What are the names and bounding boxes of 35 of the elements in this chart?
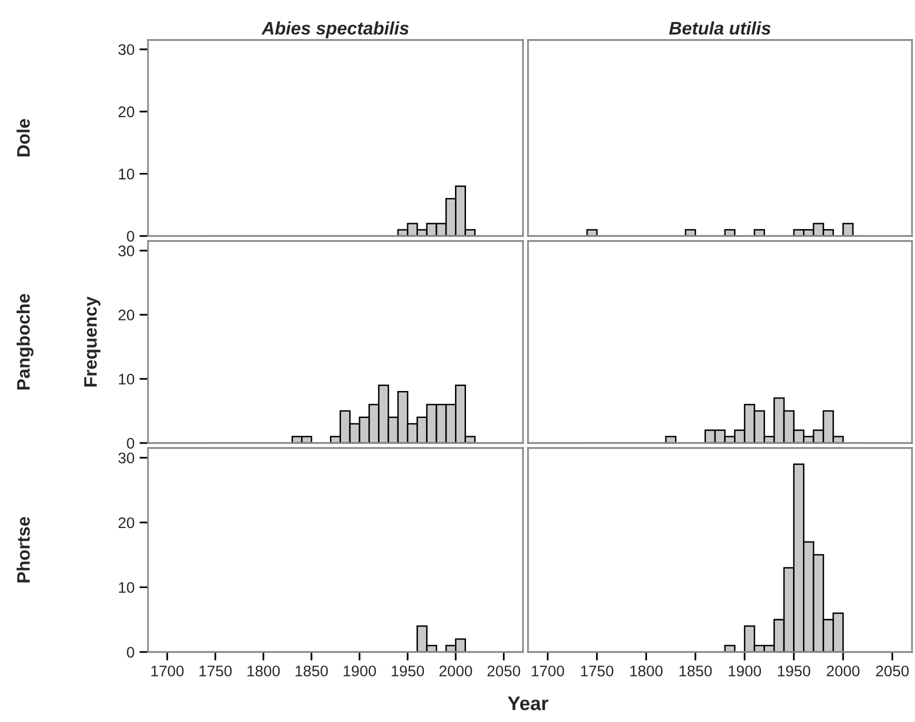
x-tick-label: 1900: [728, 666, 762, 676]
y-tick-label: 0: [126, 230, 134, 242]
x-tick-label: 1950: [392, 666, 424, 676]
y-tick-label: 30: [118, 44, 134, 56]
y-axis-title: Frequency: [84, 296, 100, 386]
x-tick-label: 2050: [876, 666, 909, 676]
text: Phortse: [16, 517, 30, 582]
x-tick-label: 1750: [581, 666, 614, 676]
text: Dole: [16, 119, 30, 156]
x-tick-label: 1750: [199, 666, 232, 676]
text: Pangboche: [16, 294, 34, 390]
y-tick-label: 20: [118, 106, 134, 118]
x-tick-label: 2000: [439, 666, 472, 676]
y-tick-label: 10: [118, 374, 134, 385]
y-tick-label: 0: [126, 646, 134, 658]
y-tick-label: 0: [126, 438, 134, 449]
x-tick-label: 1800: [248, 666, 280, 676]
x-tick-label: 2000: [826, 666, 860, 676]
chart-title: Betula utilis: [669, 21, 771, 35]
x-tick-label: 1850: [296, 666, 328, 676]
x-tick-label: 1900: [344, 666, 376, 676]
y-tick-label: 10: [118, 582, 134, 593]
x-tick-label: 1700: [532, 666, 564, 676]
x-tick-label: 1950: [778, 666, 810, 676]
y-tick-label: 10: [118, 168, 134, 180]
y-tick-label: 20: [118, 517, 134, 528]
x-tick-label: 2050: [488, 666, 520, 676]
y-tick-label: 20: [118, 310, 134, 320]
x-tick-label: 1850: [680, 666, 712, 676]
x-axis-title: Year: [508, 696, 548, 710]
y-tick-label: 30: [118, 245, 134, 256]
y-tick-label: 30: [118, 452, 134, 464]
x-tick-label: 1800: [630, 666, 663, 676]
chart-title: Abies spectabilis: [261, 21, 409, 38]
x-tick-label: 1700: [151, 666, 184, 676]
